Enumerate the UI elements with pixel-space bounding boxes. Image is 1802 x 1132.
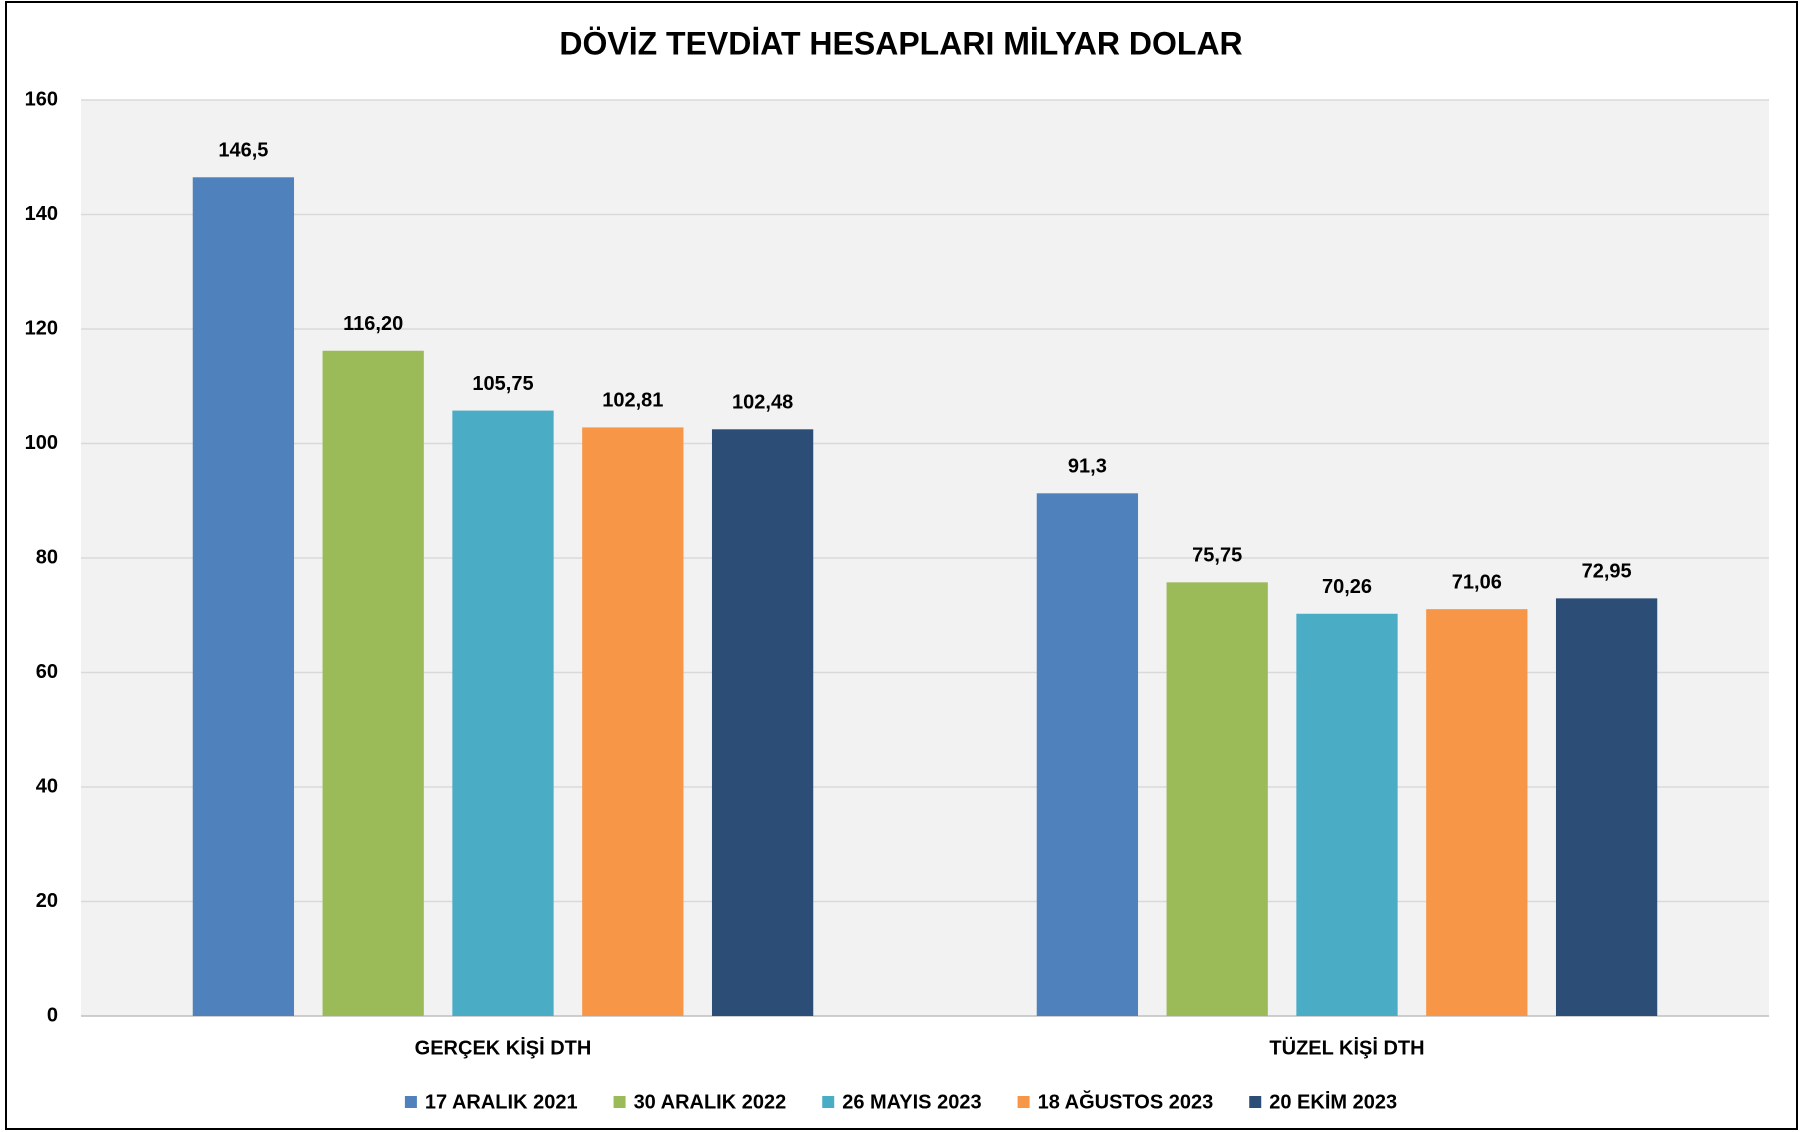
bar [711,429,814,1016]
x-tick-label: TÜZEL KİŞİ DTH [1269,1036,1424,1059]
y-tick-label: 120 [25,317,58,339]
bar [1555,598,1658,1016]
bar [582,427,684,1017]
legend-label: 26 MAYIS 2023 [842,1091,981,1113]
bar [452,410,554,1016]
y-tick-label: 0 [47,1004,58,1026]
data-label: 91,3 [1068,456,1107,478]
y-tick-label: 60 [36,661,58,683]
legend-swatch [1249,1096,1262,1108]
data-label: 72,95 [1582,561,1632,583]
bar [1036,493,1139,1016]
bar [192,177,295,1017]
legend-swatch [613,1096,626,1108]
bar [322,350,424,1016]
data-label: 146,5 [218,140,268,162]
legend-swatch [1017,1096,1030,1108]
y-tick-label: 80 [36,546,58,568]
y-tick-label: 100 [25,432,58,454]
y-tick-label: 20 [36,890,58,912]
data-label: 116,20 [343,313,403,335]
data-label: 75,75 [1192,545,1242,567]
legend-label: 17 ARALIK 2021 [425,1091,578,1113]
data-label: 102,81 [602,390,663,412]
bar [1296,613,1398,1016]
data-label: 105,75 [472,373,533,395]
legend-swatch [404,1096,417,1108]
data-label: 102,48 [732,392,793,414]
legend-label: 30 ARALIK 2022 [634,1091,787,1113]
x-tick-label: GERÇEK KİŞİ DTH [415,1036,592,1059]
y-tick-label: 160 [25,88,58,110]
legend-label: 18 AĞUSTOS 2023 [1038,1089,1214,1113]
legend-swatch [822,1096,835,1108]
legend-label: 20 EKİM 2023 [1269,1090,1397,1113]
data-label: 70,26 [1322,576,1372,598]
y-tick-label: 40 [36,775,58,797]
y-tick-label: 140 [25,203,58,225]
bar [1166,582,1268,1016]
chart-title: DÖVİZ TEVDİAT HESAPLARI MİLYAR DOLAR [559,25,1242,61]
bar [1426,609,1528,1016]
data-label: 71,06 [1452,571,1502,593]
